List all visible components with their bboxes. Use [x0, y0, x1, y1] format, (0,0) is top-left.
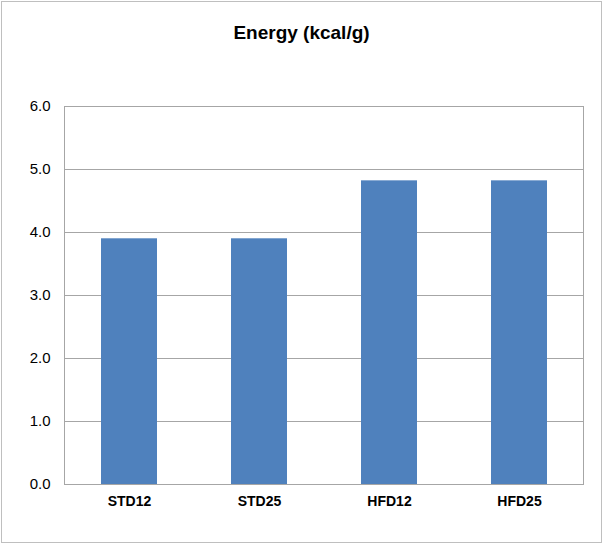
svg-text:STD25: STD25 [238, 493, 282, 509]
svg-text:4.0: 4.0 [30, 223, 51, 240]
svg-text:STD12: STD12 [108, 493, 152, 509]
svg-text:1.0: 1.0 [30, 412, 51, 429]
svg-text:HFD25: HFD25 [497, 493, 542, 509]
svg-text:2.0: 2.0 [30, 349, 51, 366]
html-text:Energy (kcal/g): Energy (kcal/g) [233, 22, 370, 43]
svg-text:5.0: 5.0 [30, 160, 51, 177]
svg-text:6.0: 6.0 [30, 97, 51, 114]
svg-text:HFD12: HFD12 [367, 493, 412, 509]
svg-text:0.0: 0.0 [30, 475, 51, 492]
svg-text:3.0: 3.0 [30, 286, 51, 303]
